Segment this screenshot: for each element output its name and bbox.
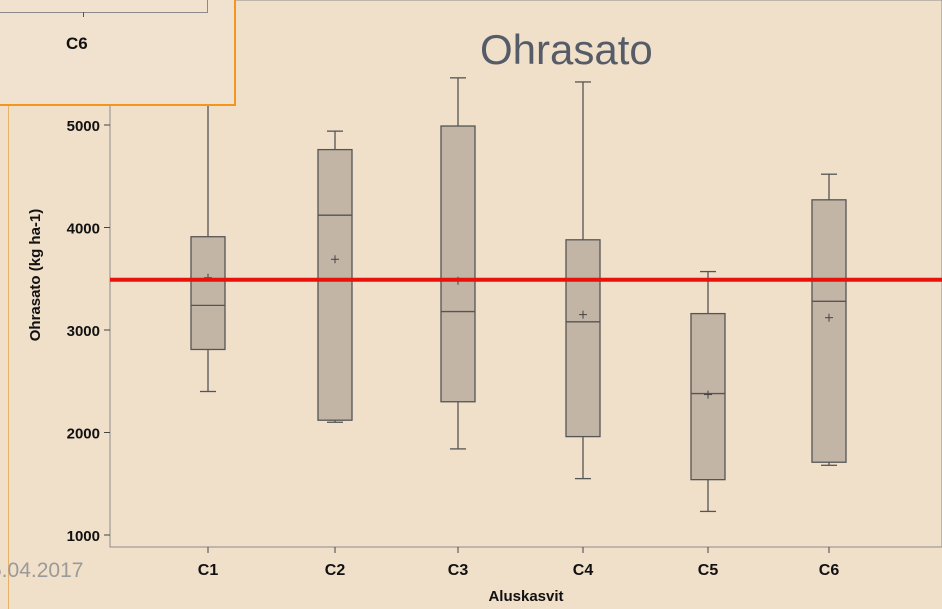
slide-date: 5.04.2017 xyxy=(0,559,83,583)
box xyxy=(191,237,225,350)
inset-plot-frame xyxy=(0,0,208,13)
x-tick-label: C2 xyxy=(325,562,346,579)
x-tick-label: C6 xyxy=(819,562,840,579)
x-tick-label: C5 xyxy=(698,562,719,579)
inset-category-label: C6 xyxy=(66,34,88,54)
y-tick-label: 4000 xyxy=(67,221,100,238)
y-axis-label: Ohrasato (kg ha-1) xyxy=(27,209,44,342)
y-tick-label: 2000 xyxy=(67,426,100,443)
box xyxy=(566,240,600,437)
box xyxy=(441,126,475,402)
inset-axis-tick xyxy=(83,12,84,17)
y-tick-label: 1000 xyxy=(67,528,100,545)
x-tick-label: C4 xyxy=(573,562,594,579)
y-tick-label: 5000 xyxy=(67,118,100,135)
x-tick-label: C1 xyxy=(198,562,219,579)
chart-title: Ohrasato xyxy=(480,26,653,74)
y-tick-label: 3000 xyxy=(67,323,100,340)
x-axis-label: Aluskasvit xyxy=(488,588,563,605)
box xyxy=(318,150,352,421)
x-tick-label: C3 xyxy=(448,562,469,579)
box xyxy=(812,200,846,462)
inset-chart-panel: C6 xyxy=(0,0,236,106)
